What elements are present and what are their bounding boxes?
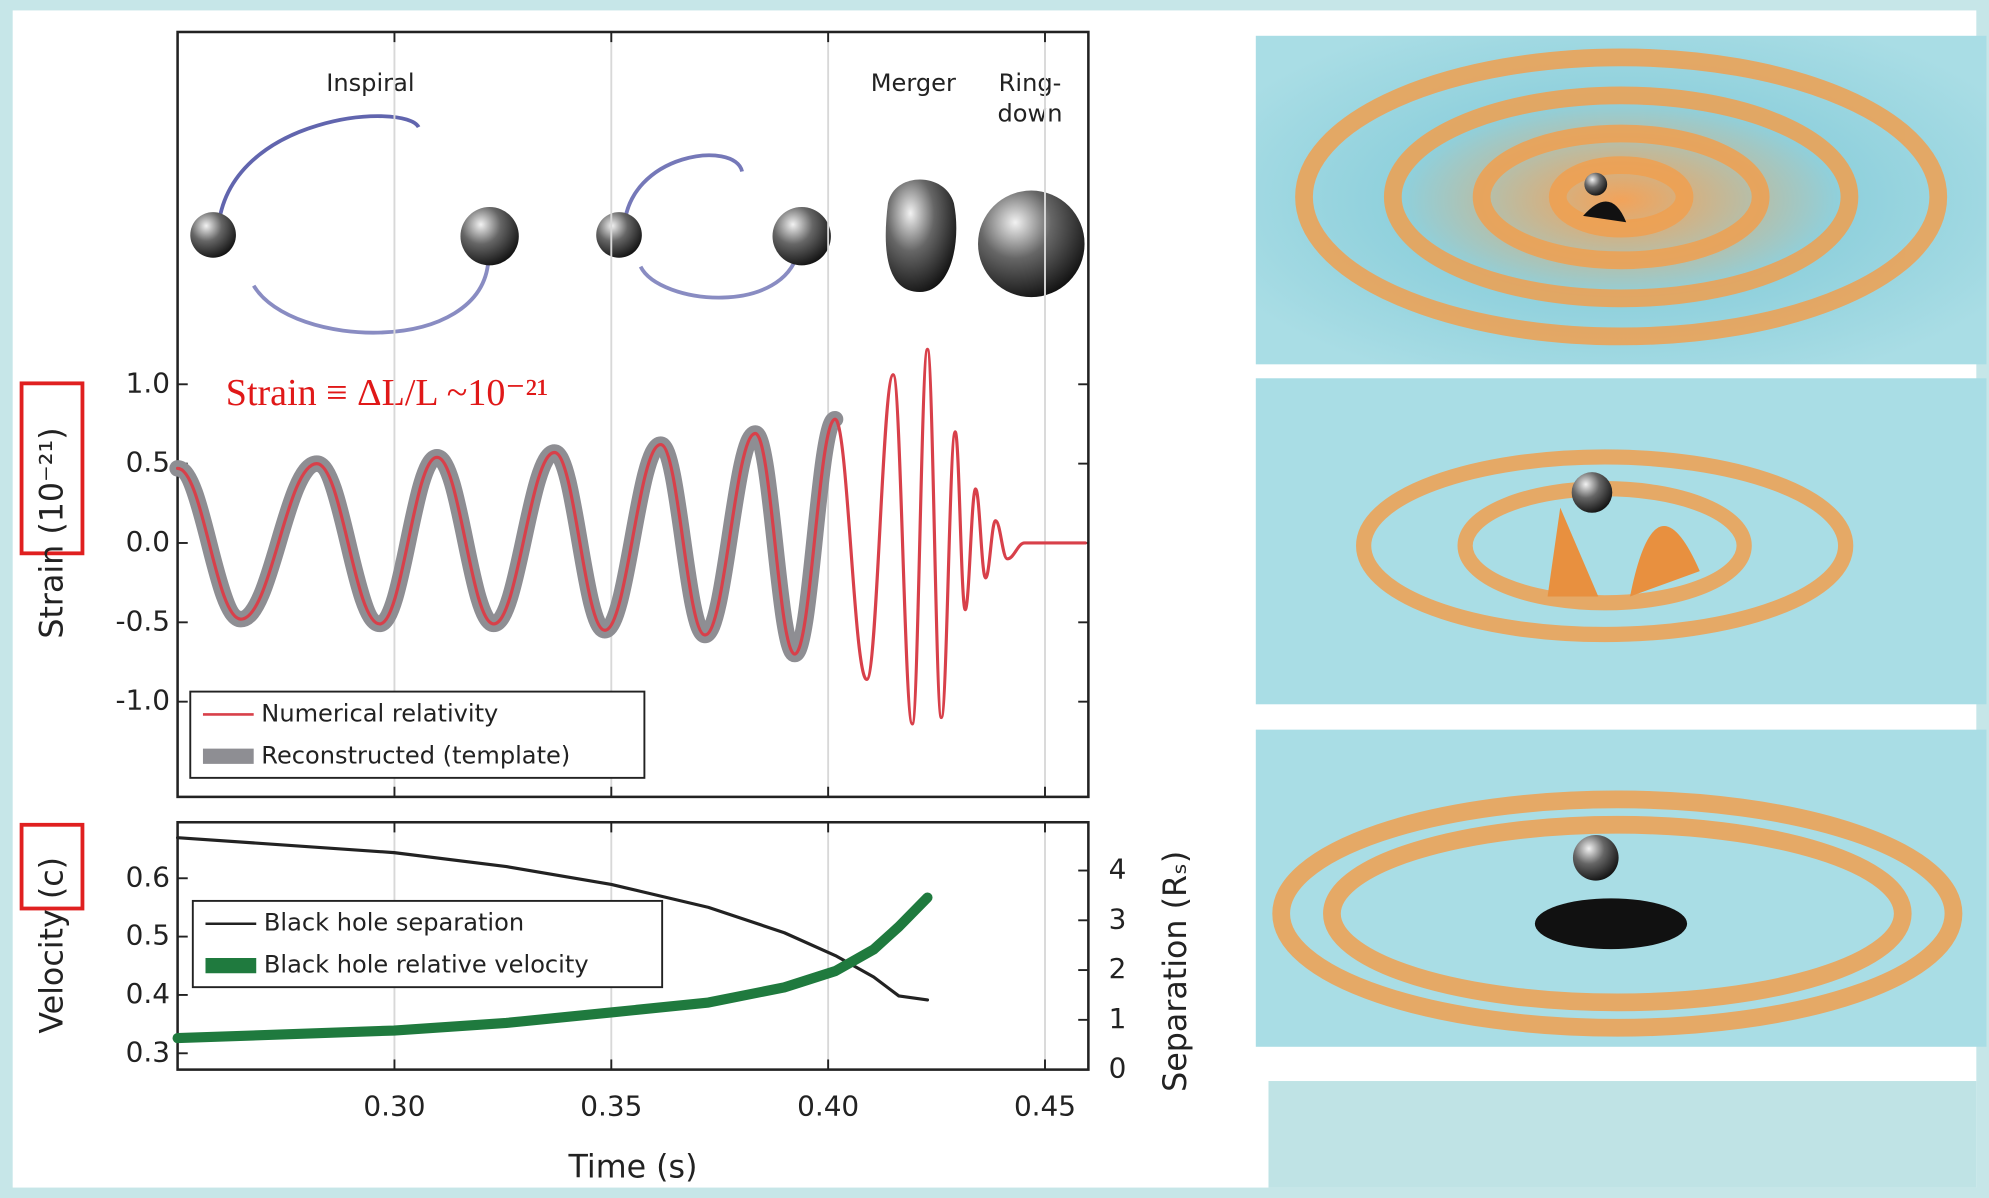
y-tick-label: 0.5	[126, 919, 170, 952]
y2-tick-label: 0	[1109, 1052, 1127, 1085]
highlight-box	[19, 822, 85, 911]
legend-label: Numerical relativity	[261, 699, 498, 727]
legend-label: Black hole separation	[264, 909, 524, 937]
legend-label: Black hole relative velocity	[264, 951, 589, 979]
x-tick-label: 0.30	[363, 1090, 425, 1123]
caption-box	[1268, 1081, 1977, 1188]
y-tick-label: 0.0	[126, 525, 170, 558]
plot-frame	[176, 820, 1090, 1071]
phase-label: Merger	[871, 69, 956, 97]
y-axis-label: Velocity (c)	[34, 857, 70, 1034]
y-tick-label: 0.3	[126, 1035, 170, 1068]
annotation: Strain ≡ ΔL/L ~10⁻²¹	[226, 372, 549, 414]
x-tick-label: 0.45	[1014, 1090, 1076, 1123]
series-line	[176, 836, 930, 1002]
phase-label: Inspiral	[326, 69, 414, 97]
legend-box	[189, 690, 646, 779]
y-tick-label: 0.5	[126, 446, 170, 479]
y-tick-label: -1.0	[116, 684, 170, 717]
series-line	[172, 892, 933, 1044]
y2-axis-label: Separation (Rₛ)	[1158, 851, 1194, 1092]
orbit-illustration	[190, 114, 1085, 335]
x-axis-label: Time (s)	[568, 1150, 698, 1186]
phase-label: down	[998, 99, 1063, 127]
y2-tick-label: 2	[1109, 952, 1127, 985]
highlight-box	[19, 381, 85, 556]
series-line	[176, 347, 1087, 726]
y-tick-label: 0.6	[126, 860, 170, 893]
x-tick-label: 0.35	[580, 1090, 642, 1123]
plot-frame	[176, 30, 1090, 799]
y-tick-label: 1.0	[126, 366, 170, 399]
x-tick-label: 0.40	[797, 1090, 859, 1123]
y2-tick-label: 3	[1109, 902, 1127, 935]
legend-box	[191, 899, 664, 989]
y2-tick-label: 1	[1109, 1002, 1127, 1035]
y2-tick-label: 4	[1109, 853, 1127, 886]
y-tick-label: -0.5	[116, 604, 170, 637]
y-axis-label: Strain (10⁻²¹)	[34, 427, 70, 638]
phase-label: Ring-	[999, 69, 1062, 97]
y-tick-label: 0.4	[126, 977, 170, 1010]
legend-label: Reconstructed (template)	[261, 741, 570, 769]
simulation-panels	[1255, 35, 1987, 1047]
